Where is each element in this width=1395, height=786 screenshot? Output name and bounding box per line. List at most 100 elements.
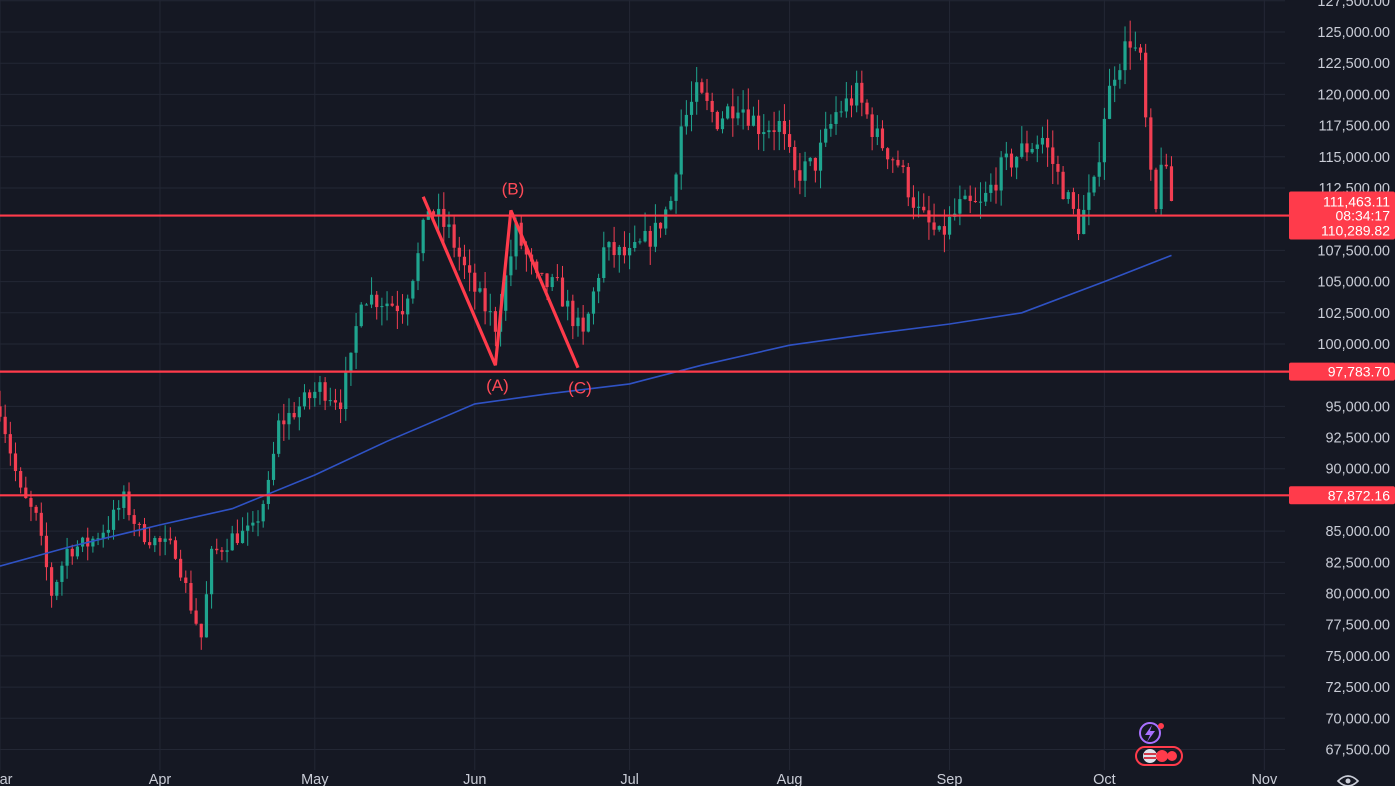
candle-body — [416, 253, 420, 281]
candle-body — [581, 317, 585, 332]
events-pill — [1135, 746, 1183, 766]
candle-body — [787, 134, 792, 148]
level-badge — [1289, 486, 1395, 505]
candle-body — [220, 550, 224, 552]
economic-events-icon[interactable] — [1135, 746, 1183, 766]
candle-body — [230, 533, 234, 551]
candle-body — [664, 209, 668, 229]
candle-body — [127, 491, 131, 516]
candle-body — [1066, 192, 1070, 200]
candle-body — [710, 100, 714, 112]
candle-body — [504, 275, 508, 311]
candle-body — [117, 507, 121, 510]
candle-body — [194, 610, 198, 624]
candle-body — [891, 159, 895, 161]
candle-body — [1076, 208, 1081, 235]
candle-body — [844, 98, 848, 112]
candle-body — [813, 157, 817, 171]
time-axis[interactable]: Mar Apr May Jun Jul Aug Sep Oct Nov — [0, 772, 1278, 786]
candle-body — [576, 317, 580, 327]
candle-body — [1020, 143, 1024, 157]
y-tick-label: 127,500.00 — [1317, 0, 1390, 10]
candle-body — [689, 101, 694, 115]
event-bolt-icon[interactable] — [1139, 722, 1164, 744]
candle-body — [762, 132, 766, 135]
candle-body — [240, 530, 245, 544]
candle-body — [736, 112, 740, 119]
candle-body — [96, 538, 100, 540]
candle-body — [684, 114, 688, 127]
candle-body — [339, 402, 343, 410]
candle-body — [860, 82, 864, 103]
candle-body — [473, 272, 477, 292]
candle-body — [137, 523, 141, 525]
candle-body — [400, 311, 405, 315]
candle-body — [251, 522, 255, 526]
y-tick-label: 70,000.00 — [1325, 711, 1390, 727]
y-tick-label: 120,000.00 — [1317, 87, 1390, 103]
candle-body — [163, 538, 167, 542]
candle-body — [390, 303, 394, 306]
x-tick-label: Apr — [149, 772, 172, 786]
candle-body — [318, 382, 322, 392]
y-tick-label: 122,500.00 — [1317, 56, 1390, 72]
y-tick-label: 125,000.00 — [1317, 25, 1390, 41]
wave-label: (C) — [568, 379, 592, 398]
y-tick-label: 107,500.00 — [1317, 243, 1390, 259]
candle-body — [1097, 162, 1101, 177]
horizontal-levels[interactable] — [0, 214, 1395, 497]
event-dot — [1158, 723, 1164, 729]
y-tick-label: 85,000.00 — [1325, 524, 1390, 540]
moving-average-line — [0, 254, 1172, 567]
x-tick-label: Oct — [1093, 772, 1116, 786]
candle-body — [215, 548, 219, 551]
y-tick-label: 117,500.00 — [1319, 119, 1391, 135]
candle-body — [302, 392, 307, 407]
candle-body — [462, 256, 467, 266]
candle-body — [385, 303, 389, 307]
level-badge-label: 110,289.82 — [1321, 223, 1390, 239]
candle-body — [643, 230, 647, 242]
candle-body — [313, 391, 317, 399]
level-badge-label: 97,783.70 — [1328, 364, 1390, 380]
candle-body — [1133, 47, 1137, 49]
candle-body — [246, 525, 250, 531]
candle-body — [261, 503, 265, 522]
wave-pattern[interactable]: (A) (B) (C) — [421, 179, 592, 398]
candle-body — [669, 200, 673, 210]
chart-widgets[interactable] — [1135, 722, 1360, 786]
candle-body — [942, 226, 946, 235]
candle-body — [963, 195, 967, 200]
candle-body — [411, 280, 415, 299]
candle-body — [1118, 70, 1122, 80]
candle-body — [870, 114, 874, 137]
candle-body — [1123, 41, 1127, 71]
flag-us-icon — [1143, 749, 1157, 763]
visibility-eye-icon[interactable] — [1336, 775, 1360, 786]
candle-body — [266, 479, 270, 504]
candle-body — [3, 416, 7, 435]
candle-body — [571, 300, 575, 327]
level-badge — [1289, 362, 1395, 381]
candle-body — [627, 248, 632, 256]
candle-body — [818, 142, 823, 171]
candle-body — [173, 540, 178, 559]
y-tick-label: 102,500.00 — [1317, 306, 1390, 322]
candle-body — [653, 222, 658, 247]
candle-body — [674, 174, 678, 201]
candle-body — [204, 594, 209, 638]
candle-body — [483, 288, 487, 312]
candle-body — [29, 498, 33, 507]
x-tick-label: Aug — [777, 772, 803, 786]
candle-body — [591, 291, 596, 314]
candle-body — [658, 222, 663, 229]
candle-body — [457, 247, 461, 257]
wave-label: (B) — [502, 179, 525, 198]
candle-body — [91, 538, 95, 547]
candle-body — [514, 222, 518, 257]
candle-body — [34, 506, 38, 513]
level-badge-label: 87,872.16 — [1328, 487, 1390, 503]
candle-body — [452, 224, 456, 248]
